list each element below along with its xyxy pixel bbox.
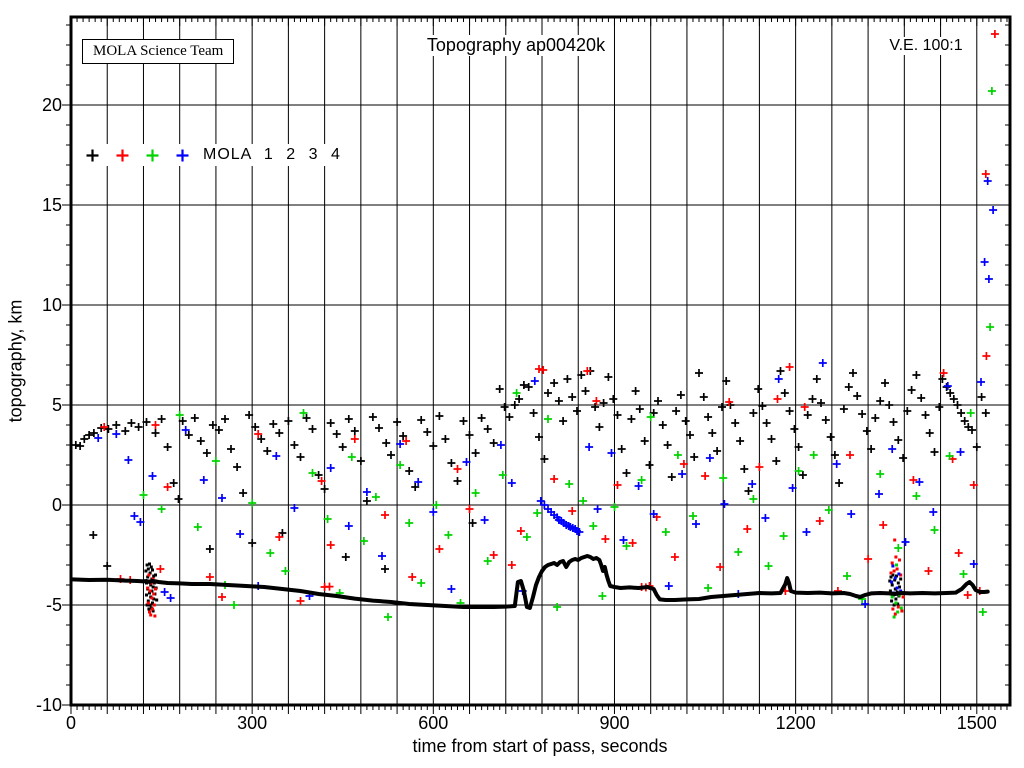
vertical-exaggeration-label: V.E. 100:1	[883, 37, 969, 55]
x-axis-label: time from start of pass, seconds	[412, 736, 668, 756]
x-tick-label: 1500	[957, 713, 997, 733]
y-tick-label: -10	[36, 695, 62, 715]
scatter-series-mola-2	[100, 30, 999, 605]
chart-title-text: Topography ap00420k	[426, 35, 606, 55]
scatter-series-mola-3	[139, 87, 996, 621]
y-axis-label: topography, km	[5, 299, 26, 423]
noise-burst	[146, 573, 157, 618]
x-tick-label: 300	[237, 713, 267, 733]
y-tick-label: -5	[46, 595, 62, 615]
x-tick-label: 900	[599, 713, 629, 733]
x-tick-label: 1200	[776, 713, 816, 733]
plot-gridlines	[71, 17, 1010, 705]
page-title: Topography ap00420k	[418, 35, 614, 56]
legend-marker-mola-3	[146, 149, 159, 161]
scatter-series-mola-4	[94, 177, 998, 608]
mola-science-team-box: MOLA Science Team	[82, 39, 235, 64]
ve-label-text: V.E. 100:1	[889, 37, 963, 54]
y-tick-label: 15	[42, 195, 62, 215]
noise-burst	[144, 562, 159, 613]
legend-label: MOLA 1 2 3 4	[203, 146, 341, 163]
legend-markers	[86, 149, 189, 162]
y-tick-label: 5	[52, 395, 62, 415]
y-tick-label: 0	[52, 495, 62, 515]
legend-marker-mola-1	[86, 149, 99, 161]
y-tick-label: 10	[42, 295, 62, 315]
y-tick-label: 20	[42, 95, 62, 115]
noise-burst	[890, 564, 903, 595]
plot-frame	[69, 15, 1012, 707]
legend-marker-mola-2	[116, 149, 129, 161]
scatter-series-mola-1	[71, 367, 990, 573]
x-tick-label: 0	[66, 713, 76, 733]
x-tick-label: 600	[418, 713, 448, 733]
team-box-label: MOLA Science Team	[93, 43, 224, 59]
legend-marker-mola-4	[176, 149, 189, 161]
plot-tick-labels: 0 300 600 900 1200 1500 -10 -5 0 5 10 15 20	[36, 95, 997, 733]
noise-burst	[888, 573, 904, 607]
legend: MOLA 1 2 3 4	[84, 144, 347, 166]
topography-profile-line	[70, 554, 990, 610]
